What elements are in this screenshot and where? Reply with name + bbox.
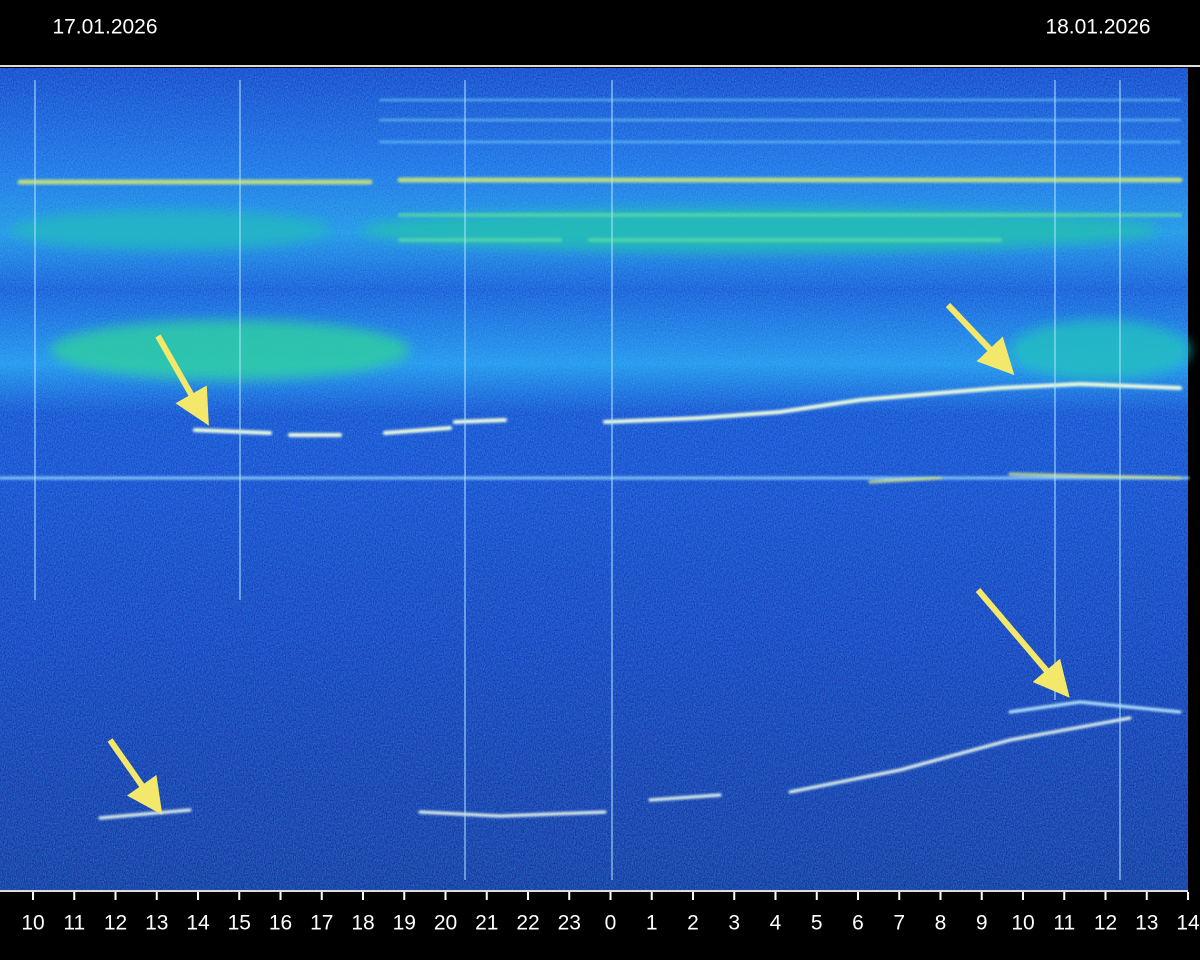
x-tick-label: 9 bbox=[976, 912, 988, 935]
arrows bbox=[107, 302, 1070, 815]
x-tick-label: 19 bbox=[393, 912, 416, 935]
x-tick-label: 16 bbox=[269, 912, 292, 935]
x-tick-label: 21 bbox=[475, 912, 498, 935]
x-tick-label: 3 bbox=[728, 912, 740, 935]
x-tick-label: 20 bbox=[434, 912, 457, 935]
x-tick-label: 13 bbox=[1135, 912, 1158, 935]
x-tick-label: 12 bbox=[1094, 912, 1117, 935]
spectrogram bbox=[0, 68, 1190, 890]
x-tick-label: 14 bbox=[1176, 912, 1200, 935]
x-tick-label: 11 bbox=[1053, 912, 1075, 935]
x-tick-label: 17 bbox=[310, 912, 333, 935]
date-label: 17.01.2026 bbox=[52, 16, 157, 39]
x-tick-label: 1 bbox=[646, 912, 658, 935]
x-tick-label: 0 bbox=[605, 912, 617, 935]
x-tick-label: 11 bbox=[63, 912, 85, 935]
x-tick-label: 8 bbox=[935, 912, 947, 935]
x-tick-label: 22 bbox=[516, 912, 539, 935]
x-tick-label: 7 bbox=[893, 912, 905, 935]
x-tick-label: 15 bbox=[228, 912, 251, 935]
x-tick-label: 23 bbox=[558, 912, 581, 935]
x-tick-label: 13 bbox=[145, 912, 168, 935]
x-tick-label: 4 bbox=[770, 912, 782, 935]
x-tick-label: 6 bbox=[852, 912, 864, 935]
x-tick-label: 10 bbox=[21, 912, 44, 935]
x-tick-label: 12 bbox=[104, 912, 127, 935]
date-label: 18.01.2026 bbox=[1045, 16, 1150, 39]
x-tick-label: 5 bbox=[811, 912, 823, 935]
x-tick-label: 10 bbox=[1011, 912, 1034, 935]
x-tick-label: 14 bbox=[186, 912, 210, 935]
x-tick-label: 2 bbox=[687, 912, 699, 935]
x-tick-label: 18 bbox=[351, 912, 374, 935]
